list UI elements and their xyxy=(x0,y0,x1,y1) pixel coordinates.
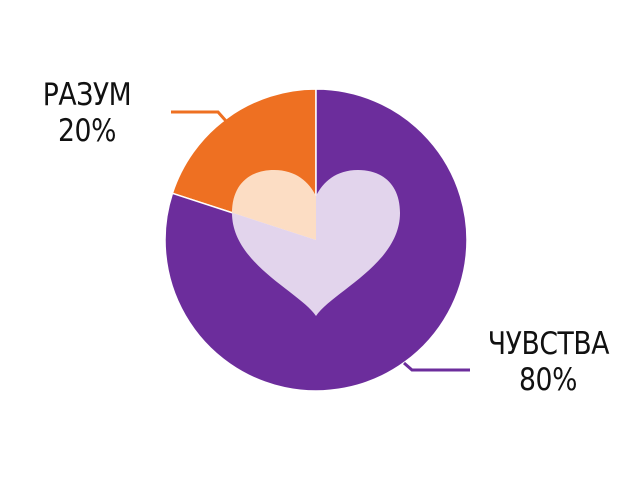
label-razum: РАЗУМ 20% xyxy=(31,77,143,149)
slice-label-razum: РАЗУМ xyxy=(42,77,132,113)
label-chuvstva: ЧУВСТВА 80% xyxy=(487,326,610,398)
slice-value-chuvstva: 80% xyxy=(519,362,577,398)
heart-icon xyxy=(232,170,400,316)
slice-value-razum: 20% xyxy=(58,113,116,149)
heart-part-razum xyxy=(232,170,316,240)
leader-line-razum xyxy=(171,110,228,122)
leader-line-chuvstva xyxy=(403,361,470,372)
slice-label-chuvstva: ЧУВСТВА xyxy=(487,326,610,362)
